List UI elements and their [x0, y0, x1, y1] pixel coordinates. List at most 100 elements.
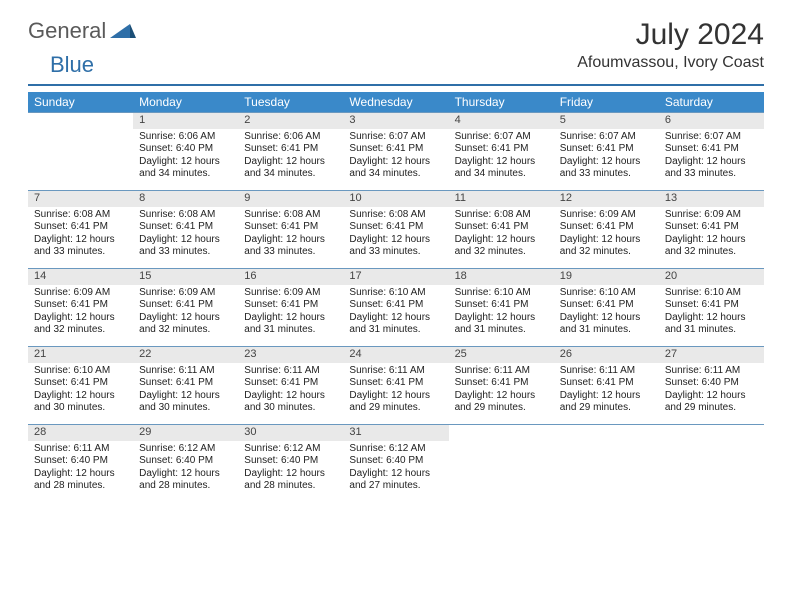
sunset-text: Sunset: 6:41 PM	[34, 221, 127, 234]
logo: General	[28, 18, 138, 44]
daylight-text: Daylight: 12 hours and 33 minutes.	[665, 156, 758, 181]
day-number-cell: 15	[133, 269, 238, 285]
day-info-cell: Sunrise: 6:11 AMSunset: 6:40 PMDaylight:…	[659, 363, 764, 425]
day-info-cell: Sunrise: 6:11 AMSunset: 6:41 PMDaylight:…	[133, 363, 238, 425]
day-number-cell: 31	[343, 425, 448, 441]
sunrise-text: Sunrise: 6:09 AM	[560, 209, 653, 222]
day-number-cell: 3	[343, 113, 448, 129]
weekday-header: Sunday	[28, 92, 133, 113]
sunrise-text: Sunrise: 6:11 AM	[665, 365, 758, 378]
weekday-header-row: Sunday Monday Tuesday Wednesday Thursday…	[28, 92, 764, 113]
sunset-text: Sunset: 6:41 PM	[139, 221, 232, 234]
sunset-text: Sunset: 6:41 PM	[34, 377, 127, 390]
weekday-header: Tuesday	[238, 92, 343, 113]
day-number-cell: 17	[343, 269, 448, 285]
day-number-cell: 1	[133, 113, 238, 129]
divider	[28, 84, 764, 86]
daynum-row: 123456	[28, 113, 764, 129]
sunrise-text: Sunrise: 6:09 AM	[665, 209, 758, 222]
sunset-text: Sunset: 6:40 PM	[139, 455, 232, 468]
weekday-header: Friday	[554, 92, 659, 113]
sunrise-text: Sunrise: 6:09 AM	[34, 287, 127, 300]
sunrise-text: Sunrise: 6:10 AM	[349, 287, 442, 300]
day-number-cell: 24	[343, 347, 448, 363]
day-info-cell: Sunrise: 6:09 AMSunset: 6:41 PMDaylight:…	[238, 285, 343, 347]
sunrise-text: Sunrise: 6:12 AM	[244, 443, 337, 456]
sunset-text: Sunset: 6:41 PM	[349, 143, 442, 156]
day-info-cell: Sunrise: 6:12 AMSunset: 6:40 PMDaylight:…	[238, 441, 343, 503]
sunset-text: Sunset: 6:41 PM	[349, 221, 442, 234]
day-number-cell: 25	[449, 347, 554, 363]
sunrise-text: Sunrise: 6:09 AM	[244, 287, 337, 300]
sunset-text: Sunset: 6:41 PM	[560, 299, 653, 312]
daylight-text: Daylight: 12 hours and 33 minutes.	[560, 156, 653, 181]
sunset-text: Sunset: 6:41 PM	[139, 377, 232, 390]
day-number-cell: 16	[238, 269, 343, 285]
day-info-cell: Sunrise: 6:08 AMSunset: 6:41 PMDaylight:…	[133, 207, 238, 269]
day-number-cell: 29	[133, 425, 238, 441]
sunset-text: Sunset: 6:41 PM	[34, 299, 127, 312]
day-number-cell: 12	[554, 191, 659, 207]
calendar-table: Sunday Monday Tuesday Wednesday Thursday…	[28, 92, 764, 503]
day-info-cell: Sunrise: 6:07 AMSunset: 6:41 PMDaylight:…	[659, 129, 764, 191]
day-info-cell: Sunrise: 6:07 AMSunset: 6:41 PMDaylight:…	[554, 129, 659, 191]
sunrise-text: Sunrise: 6:07 AM	[349, 131, 442, 144]
daylight-text: Daylight: 12 hours and 31 minutes.	[349, 312, 442, 337]
daylight-text: Daylight: 12 hours and 29 minutes.	[665, 390, 758, 415]
day-info-cell: Sunrise: 6:07 AMSunset: 6:41 PMDaylight:…	[343, 129, 448, 191]
day-number-cell: 18	[449, 269, 554, 285]
day-number-cell: 8	[133, 191, 238, 207]
daylight-text: Daylight: 12 hours and 34 minutes.	[139, 156, 232, 181]
sunrise-text: Sunrise: 6:11 AM	[349, 365, 442, 378]
sunrise-text: Sunrise: 6:11 AM	[139, 365, 232, 378]
day-number-cell: 7	[28, 191, 133, 207]
sunset-text: Sunset: 6:41 PM	[455, 299, 548, 312]
sunrise-text: Sunrise: 6:08 AM	[139, 209, 232, 222]
daylight-text: Daylight: 12 hours and 32 minutes.	[665, 234, 758, 259]
sunrise-text: Sunrise: 6:07 AM	[665, 131, 758, 144]
day-number-cell	[449, 425, 554, 441]
sunset-text: Sunset: 6:41 PM	[244, 377, 337, 390]
day-number-cell	[659, 425, 764, 441]
sunrise-text: Sunrise: 6:12 AM	[349, 443, 442, 456]
day-info-cell: Sunrise: 6:11 AMSunset: 6:40 PMDaylight:…	[28, 441, 133, 503]
day-info-cell: Sunrise: 6:06 AMSunset: 6:40 PMDaylight:…	[133, 129, 238, 191]
info-row: Sunrise: 6:10 AMSunset: 6:41 PMDaylight:…	[28, 363, 764, 425]
daylight-text: Daylight: 12 hours and 29 minutes.	[455, 390, 548, 415]
day-info-cell: Sunrise: 6:08 AMSunset: 6:41 PMDaylight:…	[343, 207, 448, 269]
daylight-text: Daylight: 12 hours and 34 minutes.	[455, 156, 548, 181]
sunset-text: Sunset: 6:41 PM	[560, 377, 653, 390]
day-info-cell: Sunrise: 6:10 AMSunset: 6:41 PMDaylight:…	[554, 285, 659, 347]
sunrise-text: Sunrise: 6:08 AM	[455, 209, 548, 222]
day-number-cell: 19	[554, 269, 659, 285]
sunrise-text: Sunrise: 6:10 AM	[455, 287, 548, 300]
sunset-text: Sunset: 6:41 PM	[455, 143, 548, 156]
logo-text-blue: Blue	[50, 52, 94, 78]
sunset-text: Sunset: 6:40 PM	[139, 143, 232, 156]
daylight-text: Daylight: 12 hours and 34 minutes.	[349, 156, 442, 181]
sunset-text: Sunset: 6:41 PM	[455, 221, 548, 234]
weekday-header: Monday	[133, 92, 238, 113]
day-number-cell: 4	[449, 113, 554, 129]
sunrise-text: Sunrise: 6:11 AM	[560, 365, 653, 378]
sunrise-text: Sunrise: 6:11 AM	[244, 365, 337, 378]
sunrise-text: Sunrise: 6:10 AM	[665, 287, 758, 300]
info-row: Sunrise: 6:11 AMSunset: 6:40 PMDaylight:…	[28, 441, 764, 503]
day-info-cell	[659, 441, 764, 503]
day-info-cell: Sunrise: 6:09 AMSunset: 6:41 PMDaylight:…	[659, 207, 764, 269]
daylight-text: Daylight: 12 hours and 33 minutes.	[34, 234, 127, 259]
sunrise-text: Sunrise: 6:12 AM	[139, 443, 232, 456]
day-number-cell	[28, 113, 133, 129]
daylight-text: Daylight: 12 hours and 32 minutes.	[34, 312, 127, 337]
day-info-cell: Sunrise: 6:08 AMSunset: 6:41 PMDaylight:…	[238, 207, 343, 269]
day-info-cell: Sunrise: 6:06 AMSunset: 6:41 PMDaylight:…	[238, 129, 343, 191]
daylight-text: Daylight: 12 hours and 28 minutes.	[34, 468, 127, 493]
daylight-text: Daylight: 12 hours and 28 minutes.	[139, 468, 232, 493]
sunrise-text: Sunrise: 6:09 AM	[139, 287, 232, 300]
sunset-text: Sunset: 6:40 PM	[665, 377, 758, 390]
day-number-cell: 2	[238, 113, 343, 129]
daylight-text: Daylight: 12 hours and 31 minutes.	[665, 312, 758, 337]
day-number-cell: 27	[659, 347, 764, 363]
day-info-cell: Sunrise: 6:11 AMSunset: 6:41 PMDaylight:…	[343, 363, 448, 425]
day-number-cell: 28	[28, 425, 133, 441]
